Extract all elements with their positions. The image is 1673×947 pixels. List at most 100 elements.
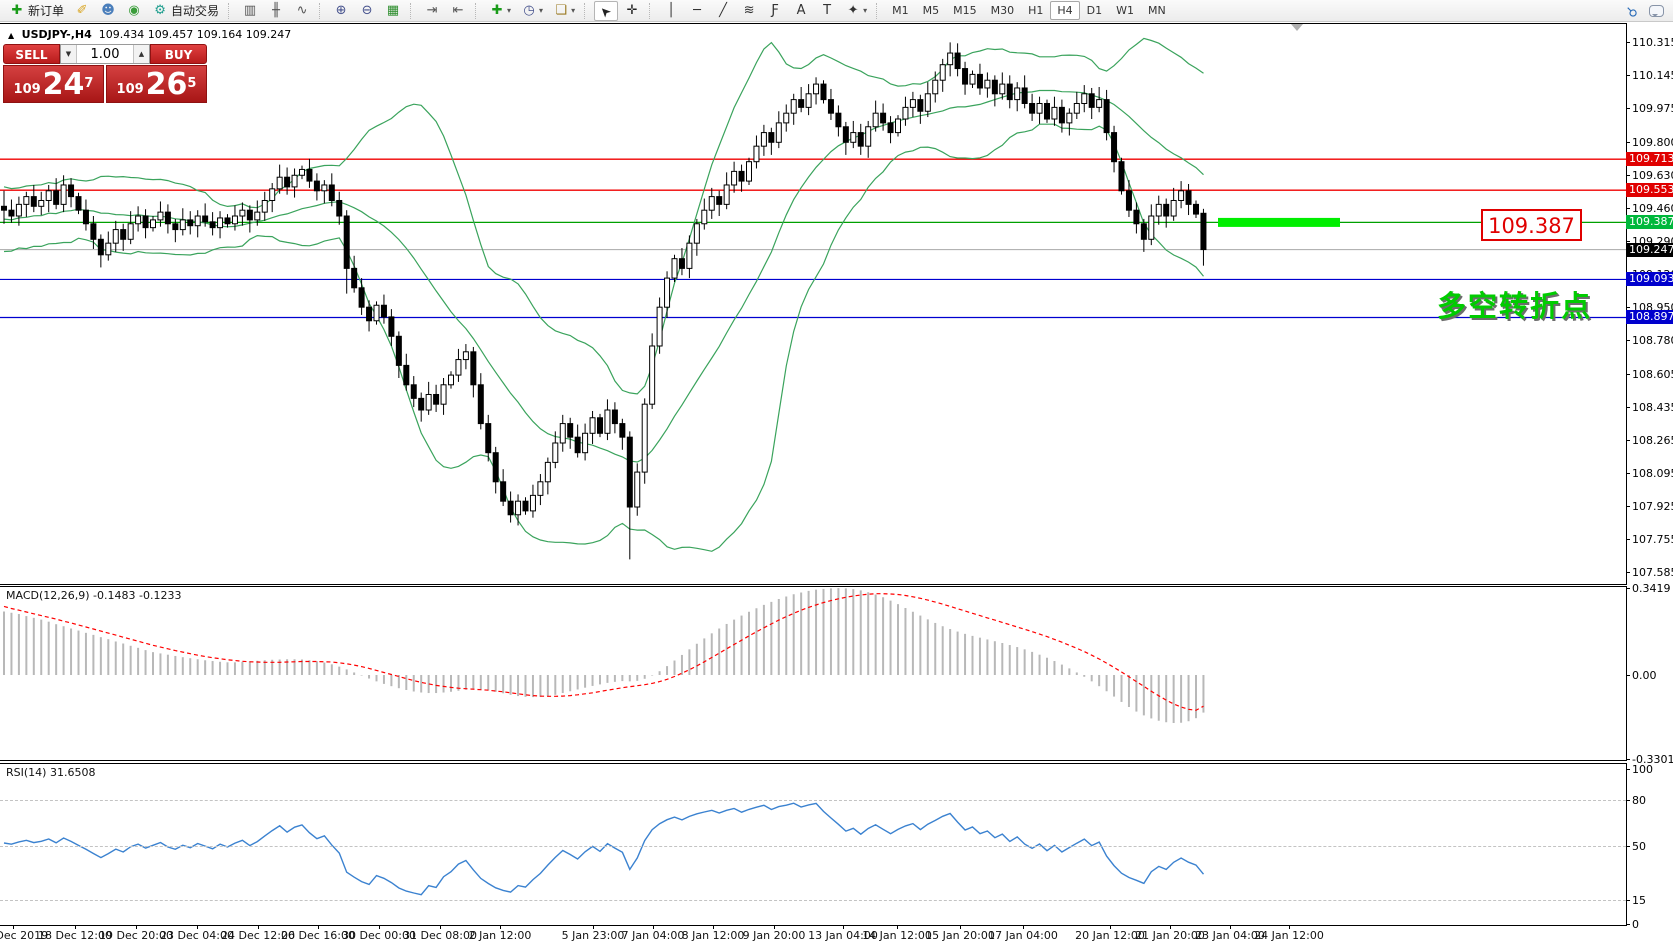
channel-button[interactable]: ≋ — [737, 1, 761, 21]
candlestick-button[interactable]: ╫ — [264, 1, 288, 21]
time-label[interactable]: 18 Dec 12:00 — [38, 929, 112, 942]
time-label[interactable]: 20 Jan 12:00 — [1075, 929, 1145, 942]
timeframe-button-h4[interactable]: H4 — [1050, 1, 1080, 20]
candle-bear — [574, 436, 581, 454]
time-label[interactable]: 24 Dec 12:00 — [221, 929, 295, 942]
new-order-button[interactable]: ✚ 新订单 — [5, 1, 68, 21]
hline-button[interactable]: ─ — [685, 1, 709, 21]
tile-windows-button[interactable]: ▦ — [381, 1, 405, 21]
auto-scroll-button[interactable]: ⇥ — [420, 1, 444, 21]
candle-bull — [373, 304, 380, 322]
candle-bear — [403, 364, 410, 386]
time-label[interactable]: 7 Jan 04:00 — [621, 929, 685, 942]
price-alert-box[interactable]: 109.387 — [1481, 209, 1582, 241]
time-label[interactable]: 30 Dec 00:00 — [342, 929, 416, 942]
candle-bear — [351, 267, 358, 289]
text-button[interactable]: A — [789, 1, 813, 21]
price-tag-109.093[interactable]: 109.093 — [1626, 272, 1673, 287]
price-tag-108.897[interactable]: 108.897 — [1626, 310, 1673, 325]
time-label[interactable]: 21 Jan 20:00 — [1135, 929, 1205, 942]
zoom-in-button[interactable]: ⊕ — [329, 1, 353, 21]
price-tag-109.553[interactable]: 109.553 — [1626, 183, 1673, 198]
price-tag-109.247[interactable]: 109.247 — [1626, 242, 1673, 257]
timeframe-button-d1[interactable]: D1 — [1086, 4, 1103, 17]
chart-shift-marker-icon[interactable] — [1291, 24, 1303, 37]
buy-button[interactable]: BUY — [150, 44, 207, 64]
time-label[interactable]: 17 Dec 2019 — [0, 929, 49, 942]
signal-button[interactable]: ◉ — [122, 1, 146, 21]
candle-bear — [68, 184, 75, 198]
trendline-button[interactable]: ╱ — [711, 1, 735, 21]
candle-bear — [626, 436, 633, 508]
timeframe-button-m30[interactable]: M30 — [990, 4, 1015, 17]
label-button[interactable]: T — [815, 1, 839, 21]
support-highlight-bar[interactable] — [1218, 217, 1340, 227]
chart-shift-button[interactable]: ⇤ — [446, 1, 470, 21]
price-tick-mark — [1626, 42, 1630, 44]
candle-bear — [82, 209, 89, 225]
crosshair-button[interactable]: ✛ — [620, 1, 644, 21]
timeframe-button-m1[interactable]: M1 — [892, 4, 909, 17]
candle-bull — [671, 258, 678, 279]
macd-tick-label: -0.3301 — [1632, 752, 1673, 766]
candle-bear — [768, 132, 775, 143]
timeframe-button-h1[interactable]: H1 — [1028, 4, 1044, 17]
rsi-level-line — [0, 799, 1626, 801]
time-label[interactable]: 24 Jan 12:00 — [1254, 929, 1324, 942]
bollinger-upper-band[interactable] — [3, 37, 1204, 395]
volume-decrease-button[interactable]: ▼ — [61, 45, 77, 63]
indicators-button[interactable]: ✚ ▾ — [485, 1, 515, 21]
time-label[interactable]: 17 Jan 04:00 — [988, 929, 1058, 942]
cursor-button[interactable]: ➤ — [594, 0, 619, 21]
candle-bear — [284, 176, 291, 188]
vline-button[interactable]: │ — [659, 1, 683, 21]
time-label[interactable]: 5 Jan 23:00 — [561, 929, 625, 942]
time-label[interactable]: 19 Dec 20:00 — [99, 929, 173, 942]
time-label[interactable]: 8 Jan 12:00 — [681, 929, 745, 942]
candle-bull — [105, 242, 112, 256]
bollinger-middle-band[interactable] — [3, 89, 1204, 463]
chat-button[interactable] — [1645, 1, 1668, 21]
autotrading-button[interactable]: ⚙ 自动交易 — [148, 1, 223, 21]
profile-button[interactable]: ☻ — [96, 1, 120, 21]
volume-increase-button[interactable]: ▲ — [133, 45, 149, 63]
sell-price-quote[interactable]: 109 24 7 — [3, 65, 104, 103]
bollinger-lower-band[interactable] — [3, 123, 1204, 552]
time-label[interactable]: 26 Dec 16:00 — [281, 929, 355, 942]
timeframe-button-m15[interactable]: M15 — [953, 4, 977, 17]
shapes-button[interactable]: ✦ ▾ — [841, 1, 871, 21]
price-tick-mark — [1626, 142, 1630, 144]
line-chart-button[interactable]: ∿ — [290, 1, 314, 21]
templates-button[interactable]: ❏ ▾ — [549, 1, 579, 21]
time-label[interactable]: 15 Jan 20:00 — [925, 929, 995, 942]
sell-button[interactable]: SELL — [3, 44, 60, 64]
time-label[interactable]: 13 Jan 04:00 — [808, 929, 878, 942]
timeframe-button-m5[interactable]: M5 — [922, 4, 940, 17]
buy-price-quote[interactable]: 109 26 5 — [106, 65, 207, 103]
time-label[interactable]: 23 Dec 04:00 — [160, 929, 234, 942]
bar-chart-button[interactable]: ▥ — [238, 1, 262, 21]
candle-bull — [1066, 112, 1073, 124]
time-label[interactable]: 9 Jan 20:00 — [742, 929, 806, 942]
zoom-out-button[interactable]: ⊖ — [355, 1, 379, 21]
candle-bull — [1096, 99, 1103, 108]
collapse-arrow-icon[interactable]: ▲ — [8, 31, 15, 40]
highlighter-button[interactable]: ✐ — [70, 1, 94, 21]
candle-bull — [1148, 215, 1155, 240]
candle-bull — [939, 64, 946, 81]
channel-icon: ≋ — [743, 2, 755, 18]
time-label[interactable]: 23 Jan 04:00 — [1195, 929, 1265, 942]
periods-button[interactable]: ◷ ▾ — [517, 1, 547, 21]
volume-input[interactable] — [77, 45, 133, 63]
candle-bull — [194, 215, 201, 227]
time-label[interactable]: 14 Jan 12:00 — [862, 929, 932, 942]
time-label[interactable]: 2 Jan 12:00 — [468, 929, 532, 942]
price-tag-109.713[interactable]: 109.713 — [1626, 152, 1673, 167]
time-label[interactable]: 31 Dec 08:00 — [403, 929, 477, 942]
fibonacci-button[interactable]: Ƒ — [763, 1, 787, 21]
candle-bull — [276, 176, 283, 190]
price-tag-109.387[interactable]: 109.387 — [1626, 215, 1673, 230]
timeframe-button-w1[interactable]: W1 — [1116, 4, 1134, 17]
timeframe-button-mn[interactable]: MN — [1148, 4, 1166, 17]
